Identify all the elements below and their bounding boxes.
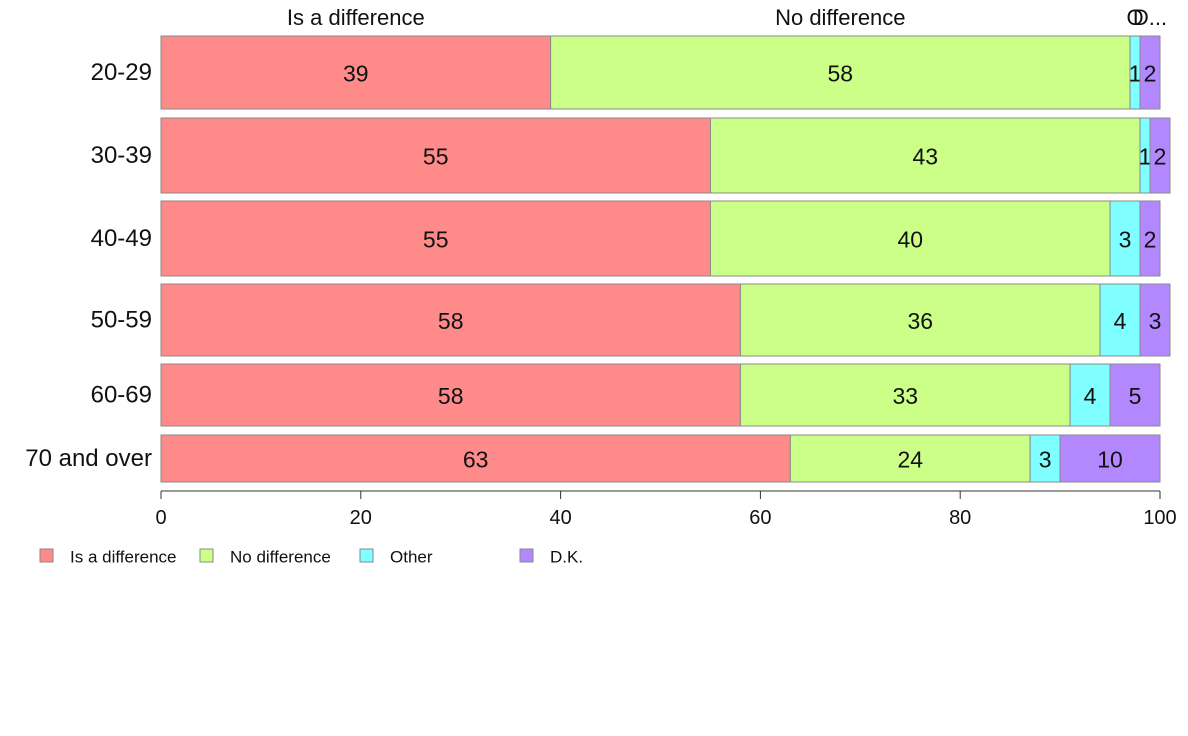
data-label: 58 <box>438 383 464 409</box>
data-label: 5 <box>1129 383 1142 409</box>
category-label: 40-49 <box>91 225 152 252</box>
series-top-label: Is a difference <box>287 5 425 30</box>
data-label: 43 <box>912 144 938 170</box>
data-label: 39 <box>343 61 369 87</box>
category-label: 70 and over <box>25 445 152 472</box>
bar-segment-4-row-2 <box>1149 117 1171 194</box>
bar-segment-1-row-3 <box>160 200 711 277</box>
bar-segment-2-row-1 <box>550 35 1131 110</box>
data-label: 10 <box>1097 447 1123 473</box>
bar-segment-1-row-2 <box>160 117 711 194</box>
x-tick-label: 60 <box>749 507 771 529</box>
legend: Is a difference No difference Other D.K. <box>39 548 583 567</box>
bar-segment-1-row-1 <box>160 35 552 110</box>
bar-segment-2-row-6 <box>789 434 1031 483</box>
category-label: 60-69 <box>91 382 152 409</box>
bar-segment-1-row-5 <box>160 363 741 427</box>
series-top-label: No difference <box>775 5 905 30</box>
legend-swatch <box>39 548 54 563</box>
x-tick-label: 20 <box>350 507 372 529</box>
category-label: 20-29 <box>91 59 152 86</box>
data-label: 4 <box>1114 308 1127 334</box>
legend-label: No difference <box>230 548 331 567</box>
data-label: 63 <box>463 447 489 473</box>
bar-segment-4-row-3 <box>1139 200 1161 277</box>
data-label: 33 <box>892 383 918 409</box>
bar-segment-2-row-3 <box>709 200 1111 277</box>
category-label: 50-59 <box>91 307 152 334</box>
bar-segment-1-row-4 <box>160 283 741 357</box>
bar-segment-1-row-6 <box>160 434 791 483</box>
top-labels-layer: Is a difference No difference OD... <box>287 5 1167 30</box>
bar-segment-3-row-6 <box>1029 434 1061 483</box>
legend-label: D.K. <box>550 548 583 567</box>
bar-segment-2-row-2 <box>709 117 1141 194</box>
data-label: 58 <box>438 308 464 334</box>
data-label: 36 <box>907 308 933 334</box>
x-axis: 0 20 40 60 80 100 <box>155 490 1177 529</box>
data-label: 3 <box>1039 447 1052 473</box>
x-tick-label: 80 <box>949 507 971 529</box>
bar-segment-4-row-5 <box>1109 363 1161 427</box>
data-label: 2 <box>1144 227 1157 253</box>
data-label: 3 <box>1119 227 1132 253</box>
x-tick-label: 0 <box>155 507 166 529</box>
data-label: 2 <box>1144 61 1157 87</box>
data-label: 58 <box>828 61 854 87</box>
bar-segment-4-row-1 <box>1139 35 1161 110</box>
data-label: 1 <box>1129 61 1142 87</box>
data-label: 1 <box>1139 144 1152 170</box>
bar-segment-4-row-4 <box>1139 283 1171 357</box>
legend-swatch <box>199 548 214 563</box>
data-label: 55 <box>423 144 449 170</box>
bar-segment-2-row-5 <box>739 363 1071 427</box>
legend-label: Is a difference <box>70 548 176 567</box>
data-label: 40 <box>897 227 923 253</box>
category-label: 30-39 <box>91 142 152 169</box>
data-label: 55 <box>423 227 449 253</box>
legend-swatch <box>519 548 534 563</box>
data-label: 3 <box>1149 308 1162 334</box>
data-label: 4 <box>1084 383 1097 409</box>
data-label: 24 <box>897 447 923 473</box>
series-top-label: O <box>1126 5 1143 30</box>
bar-segment-4-row-6 <box>1059 434 1161 483</box>
category-labels-layer: 20-29 30-39 40-49 50-59 60-69 70 and over <box>25 59 152 472</box>
legend-swatch <box>359 548 374 563</box>
data-label: 2 <box>1154 144 1167 170</box>
series-top-label: D... <box>1133 5 1167 30</box>
x-tick-label: 40 <box>549 507 571 529</box>
legend-label: Other <box>390 548 433 567</box>
bars-layer: 39 58 1 255 43 1 255 40 3 258 36 4 358 33 4 563 24 3 10 <box>160 35 1171 483</box>
bar-segment-3-row-5 <box>1069 363 1111 427</box>
x-tick-label: 100 <box>1143 507 1176 529</box>
bar-segment-3-row-4 <box>1099 283 1141 357</box>
